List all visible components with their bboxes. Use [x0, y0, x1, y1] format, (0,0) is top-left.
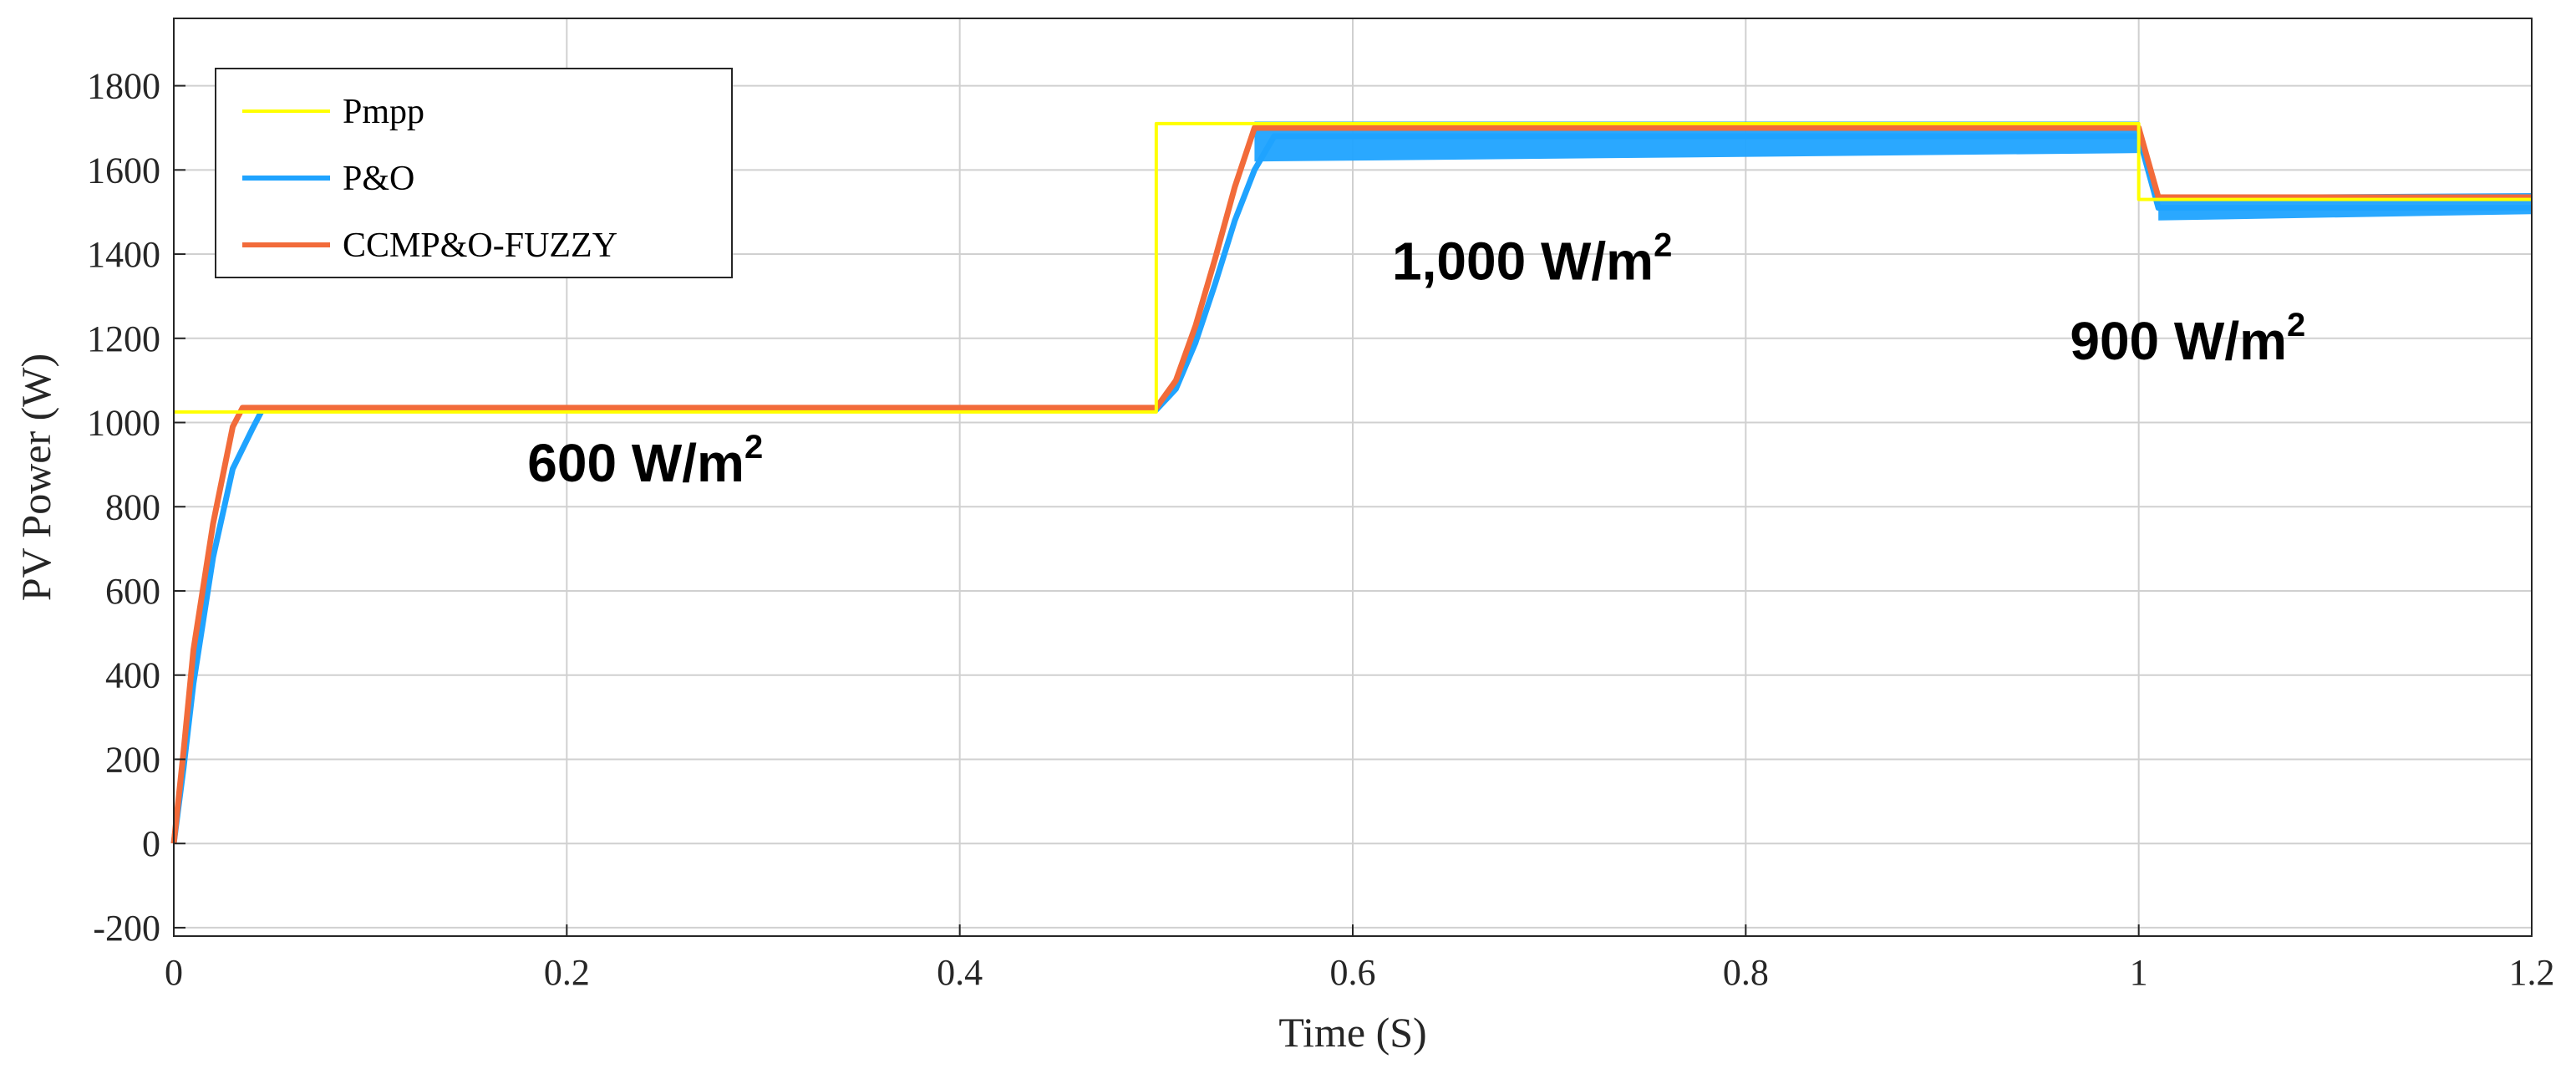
legend-label-p-o: P&O: [343, 160, 414, 198]
x-axis-label: Time (S): [1278, 1009, 1426, 1056]
series-line-pmpp: [174, 121, 2532, 414]
y-tick-label: 200: [105, 739, 160, 780]
y-tick-label: 1000: [87, 403, 160, 444]
irradiance-annotation: 600 W/m2: [527, 429, 763, 493]
series-line-p-o: [170, 133, 2532, 844]
legend-label-ccmp-o-fuzzy: CCMP&O-FUZZY: [343, 227, 617, 265]
x-tick-label: 0.8: [1723, 952, 1769, 993]
y-tick-label: 400: [105, 655, 160, 696]
y-tick-label: 1600: [87, 150, 160, 191]
y-tick-label: 0: [142, 823, 160, 864]
x-tick-label: 0: [165, 952, 183, 993]
irradiance-annotation: 900 W/m2: [2070, 307, 2305, 371]
annotations: 600 W/m2 1,000 W/m2 900 W/m2: [527, 227, 2305, 493]
y-tick-label: 600: [105, 571, 160, 612]
y-tick-label: 1200: [87, 318, 160, 359]
axis-ticks: 0 0.2 0.4 0.6 0.8 1 1.2-2000200400600800100012…: [87, 66, 2555, 993]
y-tick-label: 1800: [87, 66, 160, 107]
x-tick-label: 0.4: [937, 952, 983, 993]
series-band-p-o: [1254, 121, 2139, 162]
legend-label-pmpp: Pmpp: [343, 93, 424, 131]
x-tick-label: 1.2: [2509, 952, 2555, 993]
legend: Pmpp P&O CCMP&O-FUZZY: [215, 68, 733, 278]
y-axis-label: PV Power (W): [13, 354, 59, 601]
x-tick-label: 0.2: [544, 952, 590, 993]
irradiance-annotation: 1,000 W/m2: [1392, 227, 1672, 291]
y-tick-label: 800: [105, 486, 160, 527]
x-tick-label: 0.6: [1330, 952, 1376, 993]
x-tick-label: 1: [2130, 952, 2148, 993]
series-layer: [170, 121, 2532, 844]
y-tick-label: -200: [93, 908, 160, 949]
y-tick-label: 1400: [87, 234, 160, 275]
series-line-ccmp-o-fuzzy: [170, 125, 2532, 844]
